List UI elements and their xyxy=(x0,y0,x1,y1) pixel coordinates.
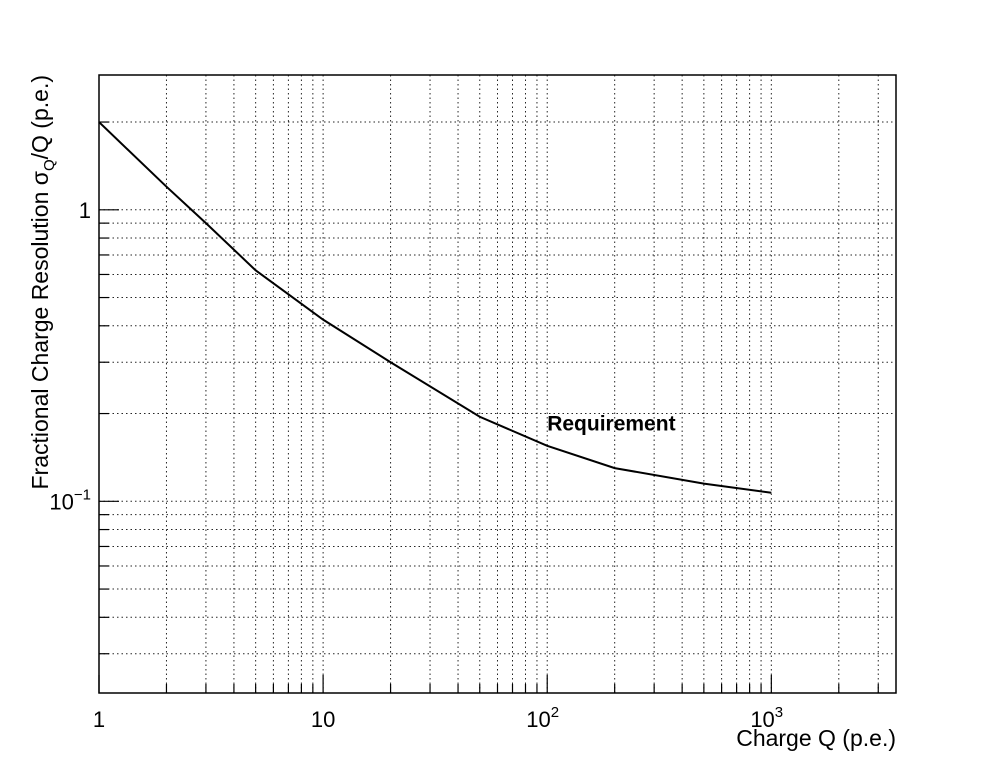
annotation-requirement: Requirement xyxy=(547,412,675,435)
y-axis-title-suffix: /Q (p.e.) xyxy=(27,75,53,159)
x-tick-label: 10 xyxy=(311,707,335,732)
y-axis-title-subscript: Q xyxy=(41,159,58,171)
series-line-requirement xyxy=(98,121,772,494)
grid xyxy=(99,75,896,693)
y-tick-label: 10−1 xyxy=(49,486,91,514)
x-tick-label: 103 xyxy=(750,704,783,732)
x-axis-title: Charge Q (p.e.) xyxy=(736,725,896,751)
y-tick-labels: 1 10−1 xyxy=(49,198,91,515)
y-axis-title-prefix: Fractional Charge Resolution σ xyxy=(27,171,53,489)
axis-ticks xyxy=(98,121,879,693)
x-tick-label: 1 xyxy=(93,707,105,732)
y-axis-title: Fractional Charge Resolution σQ/Q (p.e.) xyxy=(27,75,58,490)
y-tick-label: 1 xyxy=(79,198,91,223)
plot-frame xyxy=(98,74,897,694)
x-tick-label: 102 xyxy=(526,704,559,732)
x-tick-labels: 1 10 102 103 xyxy=(93,704,783,732)
